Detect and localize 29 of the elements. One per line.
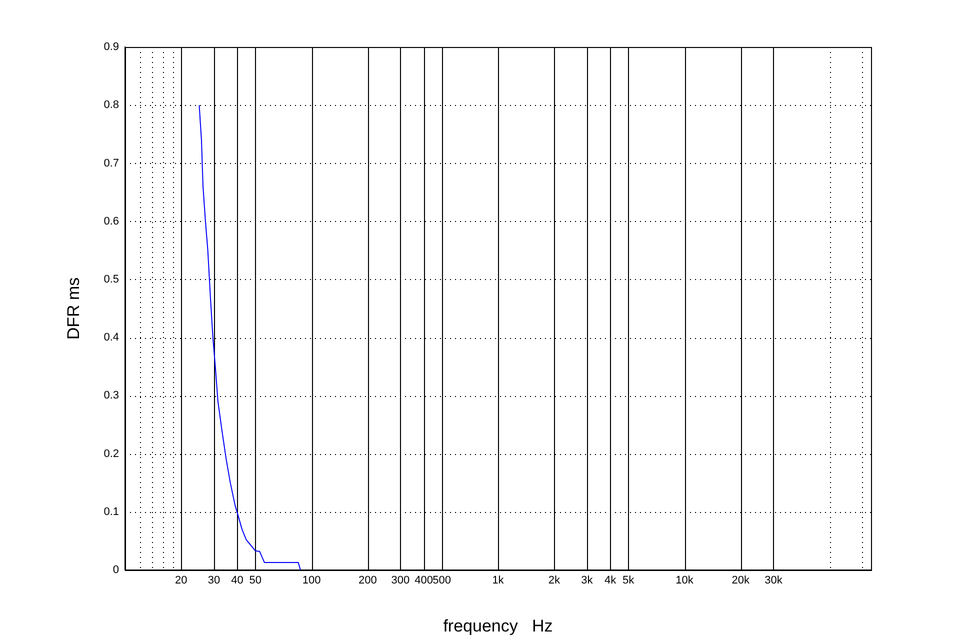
x-tick-label: 1k xyxy=(492,574,504,587)
x-tick-label: 100 xyxy=(302,574,321,587)
y-tick-label: 0.8 xyxy=(104,99,119,112)
x-tick-label: 10k xyxy=(676,574,694,587)
y-tick-label: 0.4 xyxy=(104,332,119,344)
y-tick-label: 0.3 xyxy=(104,390,119,402)
x-tick-label: 200 xyxy=(358,574,377,587)
y-tick-label: 0.7 xyxy=(104,157,119,170)
x-tick-label: 20 xyxy=(175,574,188,587)
x-tick-label: 300 xyxy=(391,574,410,587)
x-tick-label: 3k xyxy=(581,574,594,587)
x-tick-label: 400 xyxy=(414,574,433,587)
y-tick-label: 0.1 xyxy=(104,506,119,518)
x-tick-label: 2k xyxy=(548,574,560,587)
y-tick-label: 0.9 xyxy=(104,41,119,54)
x-tick-label: 30k xyxy=(764,574,783,587)
x-tick-label: 30 xyxy=(208,574,220,587)
x-tick-label: 500 xyxy=(432,574,452,587)
y-tick-label: 0.2 xyxy=(104,448,119,460)
y-axis-title: DFR ms xyxy=(64,277,83,340)
x-axis-title: frequency Hz xyxy=(443,616,553,636)
y-tick-label: 0.5 xyxy=(104,273,119,286)
x-tick-label: 4k xyxy=(604,574,617,587)
y-tick-label: 0 xyxy=(112,564,119,576)
x-tick-label: 50 xyxy=(249,574,262,587)
y-tick-label: 0.6 xyxy=(104,215,119,228)
x-tick-label: 5k xyxy=(622,574,635,587)
x-tick-label: 40 xyxy=(231,574,244,587)
x-tick-label: 20k xyxy=(732,574,750,587)
